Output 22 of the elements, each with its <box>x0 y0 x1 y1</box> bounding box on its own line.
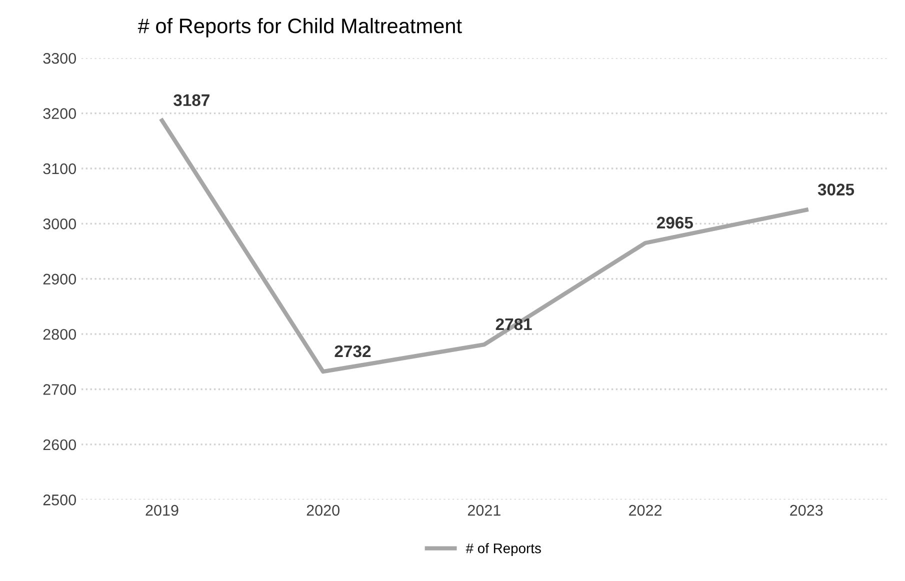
x-tick-label: 2020 <box>306 504 340 516</box>
legend-label: # of Reports <box>466 543 541 556</box>
x-tick-label: 2022 <box>629 504 662 516</box>
y-tick-label: 3300 <box>43 52 76 64</box>
data-label: 2781 <box>496 318 532 330</box>
y-tick-label: 2900 <box>43 274 76 285</box>
data-label: 2965 <box>656 216 693 229</box>
y-tick-label: 3100 <box>43 163 76 174</box>
x-tick-label: 2019 <box>146 504 178 516</box>
y-tick-label: 2600 <box>43 439 76 450</box>
y-tick-label: 2700 <box>43 384 76 395</box>
data-label: 3187 <box>173 94 210 106</box>
y-tick-label: 3200 <box>43 108 76 119</box>
line-series <box>160 118 808 374</box>
y-tick-label: 2800 <box>43 328 76 340</box>
y-tick-label: 2500 <box>43 494 76 506</box>
x-tick-label: 2023 <box>790 504 823 516</box>
x-tick-label: 2021 <box>468 504 500 516</box>
chart-title: # of Reports for Child Maltreatment <box>138 18 462 38</box>
y-tick-label: 3000 <box>43 218 76 230</box>
data-label: 3025 <box>818 184 854 196</box>
data-label: 2732 <box>334 345 371 358</box>
